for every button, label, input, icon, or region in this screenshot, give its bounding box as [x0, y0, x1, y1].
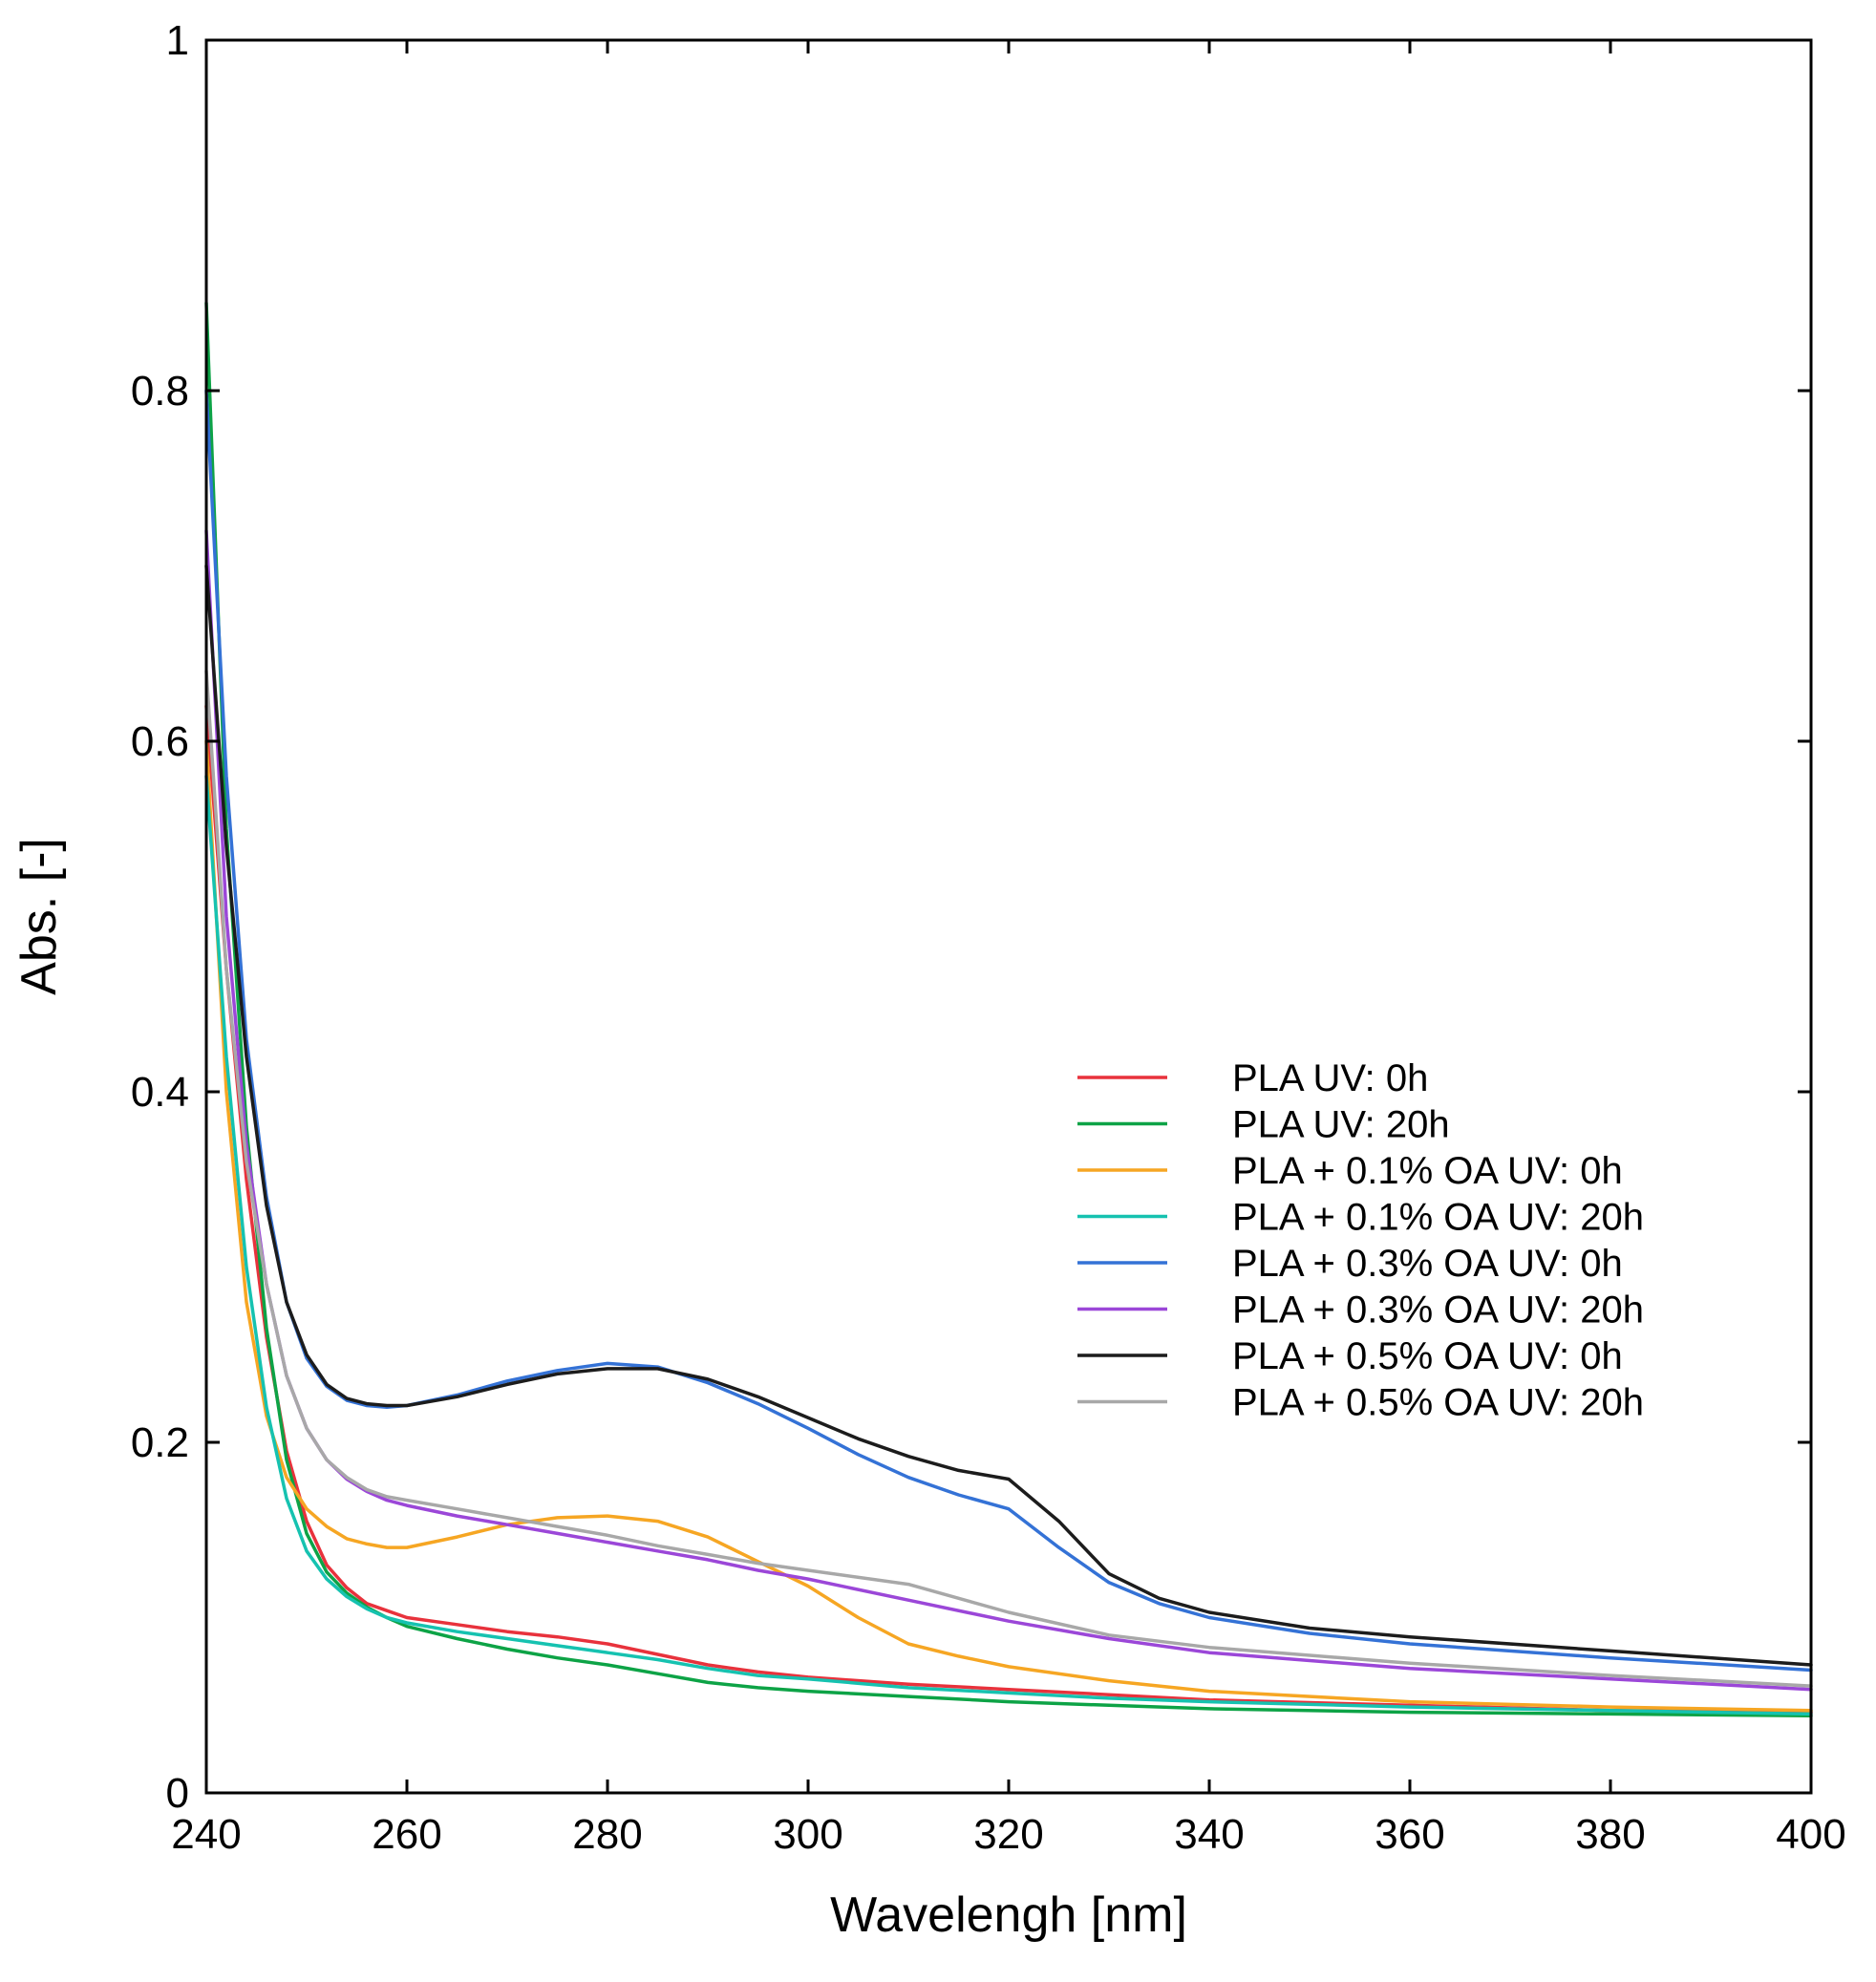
- ticks-layer: 240 260 280 300 320 340 360 380 400 0 0.2 0.4 0.6 0.8…: [131, 17, 1846, 1858]
- series-line-5: [204, 389, 1813, 1673]
- y-tick-label: 0.2: [131, 1419, 189, 1466]
- legend-label-3: PLA + 0.1% OA UV: 0h: [1232, 1150, 1623, 1192]
- x-tick-label: 400: [1776, 1811, 1845, 1858]
- y-tick-label: 0.8: [131, 368, 189, 415]
- legend-label-1: PLA UV: 0h: [1232, 1057, 1428, 1099]
- series-line-3: [204, 739, 1813, 1713]
- series-line-1: [204, 704, 1813, 1715]
- series-line-8: [204, 669, 1813, 1688]
- y-tick-label: 0: [166, 1770, 189, 1817]
- y-tick-label: 0.4: [131, 1069, 189, 1116]
- x-tick-label: 240: [171, 1811, 241, 1858]
- x-tick-label: 260: [372, 1811, 441, 1858]
- x-tick-label: 280: [572, 1811, 642, 1858]
- legend-label-2: PLA UV: 20h: [1232, 1104, 1450, 1146]
- legend-label-5: PLA + 0.3% OA UV: 0h: [1232, 1243, 1623, 1285]
- series-line-7: [204, 564, 1813, 1667]
- plot-frame: [204, 38, 1813, 1795]
- series-line-2: [204, 301, 1813, 1718]
- x-tick-label: 340: [1174, 1811, 1244, 1858]
- series-line-4: [204, 774, 1813, 1716]
- y-axis-title: Abs. [-]: [11, 838, 67, 995]
- legend-label-8: PLA + 0.5% OA UV: 20h: [1232, 1382, 1644, 1424]
- legend-label-6: PLA + 0.3% OA UV: 20h: [1232, 1289, 1644, 1332]
- legend-label-7: PLA + 0.5% OA UV: 0h: [1232, 1335, 1623, 1377]
- y-tick-label: 1: [166, 17, 189, 64]
- x-tick-label: 360: [1375, 1811, 1444, 1858]
- x-axis-title: Wavelengh [nm]: [830, 1887, 1187, 1943]
- x-tick-label: 380: [1575, 1811, 1645, 1858]
- x-tick-label: 320: [973, 1811, 1043, 1858]
- x-tick-label: 300: [773, 1811, 842, 1858]
- legend-label-4: PLA + 0.1% OA UV: 20h: [1232, 1197, 1644, 1239]
- series-layer: [204, 301, 1813, 1718]
- y-tick-label: 0.6: [131, 718, 189, 765]
